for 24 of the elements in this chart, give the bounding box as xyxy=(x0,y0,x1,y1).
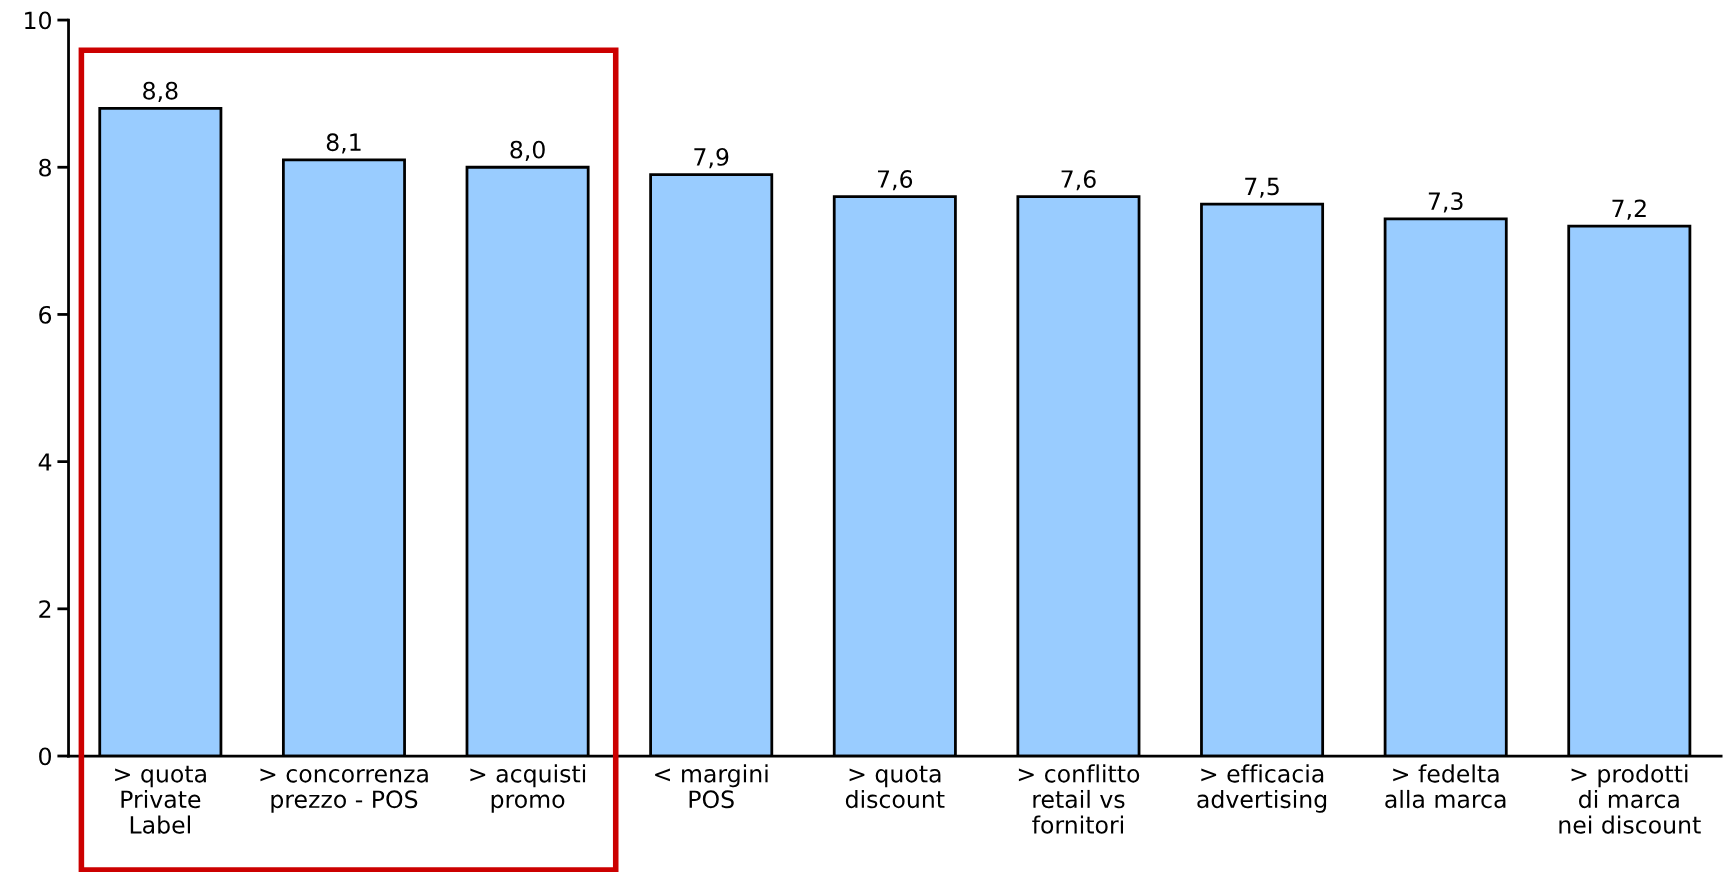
y-tick-label: 10 xyxy=(25,11,51,30)
y-tick-label: 0 xyxy=(39,747,51,766)
y-tick-label: 4 xyxy=(38,453,52,471)
x-tick-label: < margini POS xyxy=(655,764,768,809)
data-label: 7,5 xyxy=(1245,177,1279,198)
x-tick-label: > acquisti promo xyxy=(470,764,586,813)
data-label: 8,0 xyxy=(510,140,545,161)
y-tick-label: 2 xyxy=(39,600,51,618)
data-label: 8,8 xyxy=(143,81,178,103)
x-tick-label: > quota Private Label xyxy=(115,765,206,834)
x-tick-label: > prodotti di marca nei discount xyxy=(1559,764,1701,834)
y-tick-label: 6 xyxy=(39,305,52,324)
x-tick-label: > conflitto retail vs fornitori xyxy=(1018,764,1140,834)
x-tick-label: > fedelta alla marca xyxy=(1385,764,1506,809)
data-label: 7,3 xyxy=(1428,192,1463,213)
data-label: 7,6 xyxy=(1061,170,1096,191)
data-label: 7,6 xyxy=(877,170,913,191)
x-tick-label: > efficacia advertising xyxy=(1197,764,1327,813)
data-label: 7,9 xyxy=(694,148,729,169)
x-tick-label: > quota discount xyxy=(845,765,945,809)
x-tick-label: > concorrenza prezzo - POS xyxy=(260,768,428,813)
data-label: 8,1 xyxy=(326,133,361,154)
data-label: 7,2 xyxy=(1612,199,1646,220)
y-tick-label: 8 xyxy=(39,158,51,177)
